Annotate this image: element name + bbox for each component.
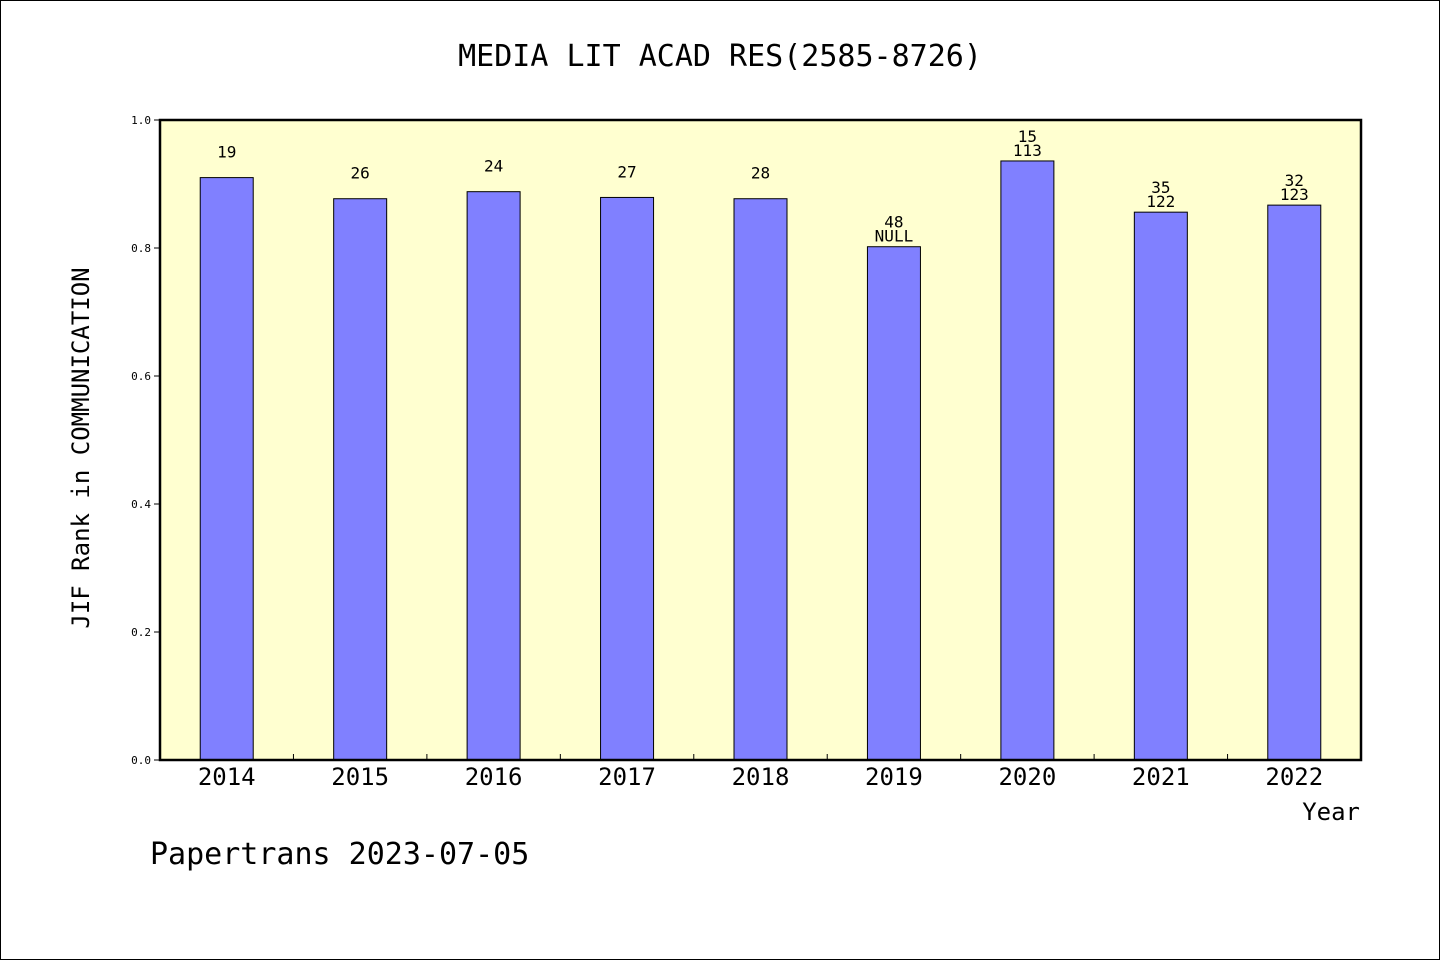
- bar-label-primary: 19: [217, 143, 236, 162]
- x-tick-label: 2017: [598, 763, 656, 791]
- bar-label-secondary: NULL: [875, 227, 914, 246]
- y-tick-label: 0.6: [131, 370, 151, 383]
- bar-label-primary: 48: [884, 213, 903, 232]
- bar-label-primary: 26: [351, 164, 370, 183]
- bar-label-primary: 27: [617, 162, 636, 181]
- bar-label-secondary: 113: [1013, 141, 1042, 160]
- x-tick-label: 2016: [465, 763, 523, 791]
- bar-2020: [1000, 160, 1055, 761]
- bar-label-secondary: 123: [1280, 185, 1309, 204]
- y-tick-label: 0.4: [131, 498, 151, 511]
- bar-2017: [600, 196, 655, 761]
- plot-border: [158, 118, 1363, 762]
- footer-text: Papertrans 2023-07-05: [150, 837, 529, 872]
- bar-label-secondary: 122: [1146, 192, 1175, 211]
- y-tick-label: 0.8: [131, 242, 151, 255]
- bar-2019: [866, 246, 921, 761]
- y-tick-label: 1.0: [131, 114, 151, 127]
- x-tick-label: 2022: [1265, 763, 1323, 791]
- bar-2021: [1133, 211, 1188, 761]
- bar-label-primary: 28: [751, 164, 770, 183]
- x-tick-label: 2015: [331, 763, 389, 791]
- x-tick-label: 2019: [865, 763, 923, 791]
- x-tick-label: 2014: [198, 763, 256, 791]
- chart-title: MEDIA LIT ACAD RES(2585-8726): [458, 39, 982, 74]
- x-tick-label: 2018: [732, 763, 790, 791]
- y-axis-label: JIF Rank in COMMUNICATION: [67, 267, 95, 628]
- x-axis-label: Year: [1302, 798, 1360, 826]
- bar-2015: [333, 198, 388, 761]
- y-tick-label: 0.0: [131, 754, 151, 767]
- x-tick-label: 2021: [1132, 763, 1190, 791]
- bar-label-primary: 24: [484, 157, 503, 176]
- y-tick-label: 0.2: [131, 626, 151, 639]
- bar-2014: [199, 177, 254, 761]
- bar-label-primary: 15: [1018, 127, 1037, 146]
- bar-2016: [466, 191, 521, 761]
- bar-2022: [1267, 204, 1322, 761]
- bar-label-primary: 32: [1285, 171, 1304, 190]
- bar-label-primary: 35: [1151, 178, 1170, 197]
- bar-2018: [733, 198, 788, 761]
- x-tick-label: 2020: [998, 763, 1056, 791]
